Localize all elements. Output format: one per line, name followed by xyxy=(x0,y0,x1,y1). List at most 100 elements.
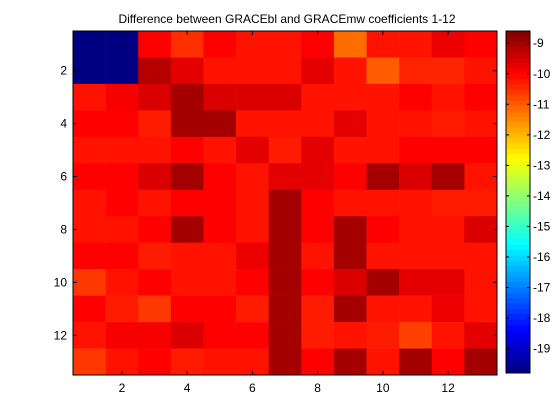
heatmap-cell-r10-c1 xyxy=(73,269,106,296)
heatmap-cell-r12-c13 xyxy=(464,322,498,349)
heatmap-cell-r1-c9 xyxy=(333,31,367,58)
heatmap-cell-r9-c1 xyxy=(73,242,106,270)
colorbar-tick-label: -14 xyxy=(533,189,551,203)
heatmap-cell-r12-c3 xyxy=(138,322,172,349)
heatmap-cell-r7-c5 xyxy=(203,189,237,217)
colorbar-swatch xyxy=(506,308,530,315)
heatmap-cell-r6-c4 xyxy=(170,163,204,191)
heatmap-cell-r11-c5 xyxy=(203,295,237,323)
colorbar-swatch xyxy=(506,239,530,246)
colorbar-swatch xyxy=(506,63,530,69)
colorbar-swatch xyxy=(506,324,530,331)
heatmap-cell-r7-c12 xyxy=(431,189,465,217)
heatmap-cell-r2-c2 xyxy=(105,57,139,85)
colorbar-swatch xyxy=(506,319,530,326)
colorbar-swatch xyxy=(506,116,530,123)
heatmap-cell-r8-c3 xyxy=(138,216,172,243)
heatmap-cell-r6-c8 xyxy=(301,163,335,191)
colorbar-swatch xyxy=(506,68,530,75)
heatmap-cell-r8-c12 xyxy=(431,216,465,243)
colorbar-swatch xyxy=(506,223,530,230)
heatmap-cell-r13-c1 xyxy=(73,348,106,376)
colorbar-swatch xyxy=(506,335,530,342)
colorbar-swatch xyxy=(506,47,530,53)
heatmap-cell-r1-c6 xyxy=(236,31,269,58)
heatmap-cell-r1-c7 xyxy=(268,31,302,58)
heatmap-cell-r7-c9 xyxy=(333,189,367,217)
colorbar-swatch xyxy=(506,121,530,128)
heatmap-cell-r13-c11 xyxy=(399,348,433,376)
heatmap-cell-r2-c3 xyxy=(138,57,172,85)
heatmap-cell-r1-c3 xyxy=(138,31,172,58)
heatmap-cell-r9-c6 xyxy=(236,242,269,270)
heatmap-cell-r9-c5 xyxy=(203,242,237,270)
heatmap-cell-r10-c11 xyxy=(399,269,433,296)
colorbar-swatch xyxy=(506,287,530,294)
heatmap-cell-r13-c2 xyxy=(105,348,139,376)
heatmap-cell-r13-c9 xyxy=(333,348,367,376)
heatmap-cell-r2-c6 xyxy=(236,57,269,85)
heatmap-cell-r4-c7 xyxy=(268,110,302,138)
heatmap-cell-r12-c2 xyxy=(105,322,139,349)
heatmap-cell-r5-c2 xyxy=(105,136,139,164)
heatmap-cell-r10-c12 xyxy=(431,269,465,296)
heatmap-cell-r8-c13 xyxy=(464,216,498,243)
heatmap-cell-r10-c9 xyxy=(333,269,367,296)
heatmap-cell-r1-c5 xyxy=(203,31,237,58)
colorbar-tick-label: -16 xyxy=(533,250,551,264)
colorbar-tick-label: -11 xyxy=(533,97,550,111)
heatmap-cells xyxy=(73,31,498,376)
chart-title: Difference between GRACEbl and GRACEmw c… xyxy=(118,12,455,26)
y-tick-label: 10 xyxy=(54,275,68,289)
heatmap-cell-r9-c7 xyxy=(268,242,302,270)
colorbar-swatch xyxy=(506,303,530,310)
colorbar-swatch xyxy=(506,148,530,155)
heatmap-cell-r4-c10 xyxy=(366,110,400,138)
heatmap-cell-r4-c9 xyxy=(333,110,367,138)
heatmap-cell-r8-c9 xyxy=(333,216,367,243)
heatmap-cell-r13-c7 xyxy=(268,348,302,376)
heatmap-cell-r5-c7 xyxy=(268,136,302,164)
heatmap-cell-r7-c13 xyxy=(464,189,498,217)
colorbar-swatch xyxy=(506,132,530,139)
heatmap-cell-r12-c11 xyxy=(399,322,433,349)
heatmap-cell-r4-c2 xyxy=(105,110,139,138)
heatmap-cell-r10-c7 xyxy=(268,269,302,296)
colorbar-tick-label: -17 xyxy=(533,281,551,295)
colorbar-swatch xyxy=(506,111,530,117)
heatmap-cell-r11-c6 xyxy=(236,295,269,323)
colorbar-swatch xyxy=(506,292,530,299)
heatmap-cell-r3-c11 xyxy=(399,83,433,111)
heatmap-cell-r9-c2 xyxy=(105,242,139,270)
colorbar-swatch xyxy=(506,95,530,101)
heatmap-cell-r11-c8 xyxy=(301,295,335,323)
colorbar-swatch xyxy=(506,164,530,171)
colorbar: -9 -10 -11 -12 -13 -14 -15 -16 -17 -18 -19 xyxy=(505,30,551,374)
heatmap-cell-r5-c10 xyxy=(366,136,400,164)
heatmap-cell-r12-c10 xyxy=(366,322,400,349)
heatmap-cell-r8-c10 xyxy=(366,216,400,243)
heatmap-cell-r10-c5 xyxy=(203,269,237,296)
y-tick-label: 4 xyxy=(60,117,67,131)
heatmap-cell-r2-c5 xyxy=(203,57,237,85)
colorbar-swatch xyxy=(506,196,530,203)
heatmap-cell-r10-c13 xyxy=(464,269,498,296)
colorbar-swatch xyxy=(506,73,530,80)
heatmap-cell-r1-c10 xyxy=(366,31,400,58)
heatmap-cell-r9-c12 xyxy=(431,242,465,270)
heatmap-cell-r3-c6 xyxy=(236,83,269,111)
heatmap-cell-r5-c8 xyxy=(301,136,335,164)
colorbar-tick-label: -15 xyxy=(533,219,551,233)
heatmap-cell-r11-c9 xyxy=(333,295,367,323)
axis-ticks: 2 4 6 8 10 12 2 4 6 8 10 12 xyxy=(54,31,497,395)
heatmap-cell-r11-c10 xyxy=(366,295,400,323)
colorbar-swatch xyxy=(506,346,530,353)
heatmap-cell-r3-c5 xyxy=(203,83,237,111)
heatmap-cell-r10-c2 xyxy=(105,269,139,296)
x-tick-label: 4 xyxy=(184,381,191,395)
heatmap-cell-r1-c8 xyxy=(301,31,335,58)
heatmap-cell-r1-c13 xyxy=(464,31,498,58)
colorbar-tick-label: -9 xyxy=(533,36,544,50)
colorbar-swatch xyxy=(506,159,530,165)
